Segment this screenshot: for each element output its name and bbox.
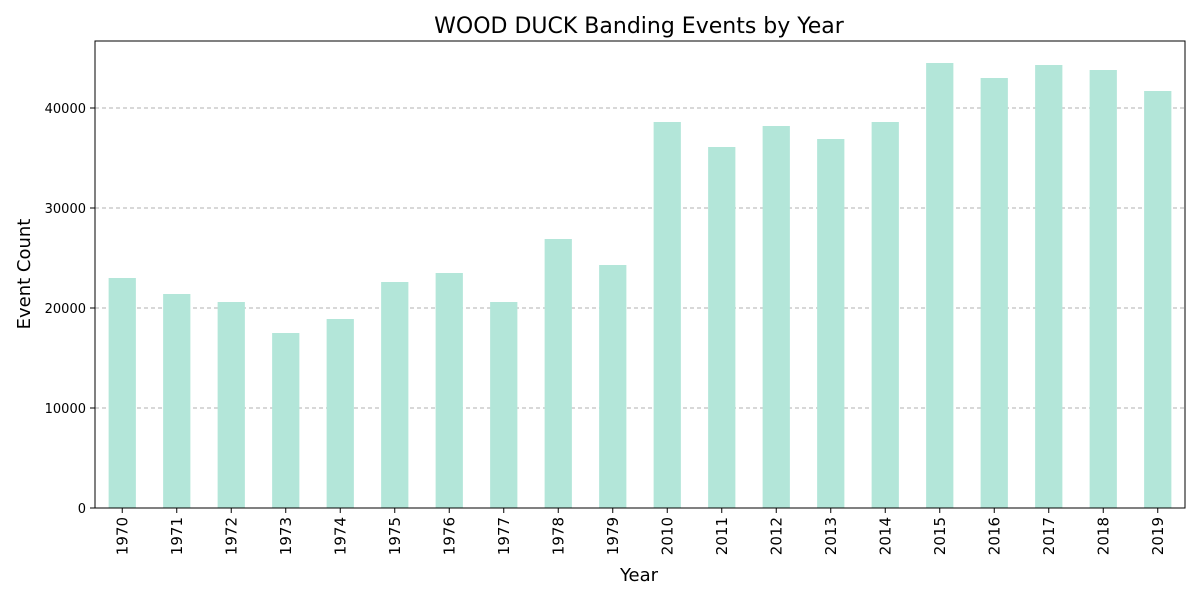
- bar-1977: [490, 302, 518, 508]
- bar-1978: [544, 239, 572, 508]
- bar-1976: [435, 273, 463, 508]
- x-tick-label: 2011: [713, 517, 731, 555]
- x-tick-label: 2014: [876, 517, 894, 555]
- y-axis-label: Event Count: [14, 219, 35, 330]
- grid-lines: [95, 107, 1185, 409]
- x-tick-label: 1970: [113, 517, 131, 555]
- plot-frame: [94, 40, 1186, 509]
- bar-2011: [708, 147, 736, 508]
- x-tick-label: 2015: [931, 517, 949, 555]
- y-tick-label: 10000: [45, 402, 86, 417]
- chart-title: WOOD DUCK Banding Events by Year: [434, 14, 845, 39]
- x-tick-label: 1973: [277, 517, 295, 555]
- bar-1974: [326, 319, 354, 508]
- x-axis-ticks: 1970 1971 1972 1973 1974 1975 1976 1977 1978 1979…: [113, 508, 1167, 555]
- y-tick-label: 40000: [45, 102, 86, 117]
- bar-1970: [108, 278, 136, 508]
- x-tick-label: 2016: [985, 517, 1003, 555]
- bar-2016: [980, 78, 1008, 508]
- bars: [108, 63, 1172, 508]
- y-axis-ticks: 0 10000 20000 30000 40000: [45, 102, 95, 517]
- bar-1975: [381, 282, 409, 508]
- bar-2014: [871, 122, 899, 508]
- x-tick-label: 1975: [386, 517, 404, 555]
- bar-1972: [217, 302, 245, 508]
- y-tick-label: 0: [78, 502, 86, 517]
- bar-2012: [762, 126, 790, 508]
- bar-1973: [272, 333, 300, 508]
- x-axis-label: Year: [619, 565, 659, 586]
- bar-2015: [926, 63, 954, 508]
- x-tick-label: 1971: [168, 517, 186, 555]
- x-tick-label: 2017: [1040, 517, 1058, 555]
- x-tick-label: 1978: [549, 517, 567, 555]
- bar-1979: [599, 265, 627, 508]
- x-tick-label: 1976: [440, 517, 458, 555]
- x-tick-label: 1974: [331, 517, 349, 555]
- x-tick-label: 2010: [658, 517, 676, 555]
- bar-2018: [1089, 70, 1117, 508]
- x-tick-label: 2018: [1094, 517, 1112, 555]
- x-tick-label: 1972: [222, 517, 240, 555]
- x-tick-label: 1979: [604, 517, 622, 555]
- x-tick-label: 2019: [1149, 517, 1167, 555]
- bar-1971: [163, 294, 191, 508]
- x-tick-label: 2012: [767, 517, 785, 555]
- y-tick-label: 20000: [45, 302, 86, 317]
- x-tick-label: 2013: [822, 517, 840, 555]
- y-tick-label: 30000: [45, 202, 86, 217]
- bar-2010: [653, 122, 681, 508]
- bar-2013: [817, 139, 845, 508]
- bar-2017: [1035, 65, 1063, 508]
- x-tick-label: 1977: [495, 517, 513, 555]
- bar-2019: [1144, 91, 1172, 508]
